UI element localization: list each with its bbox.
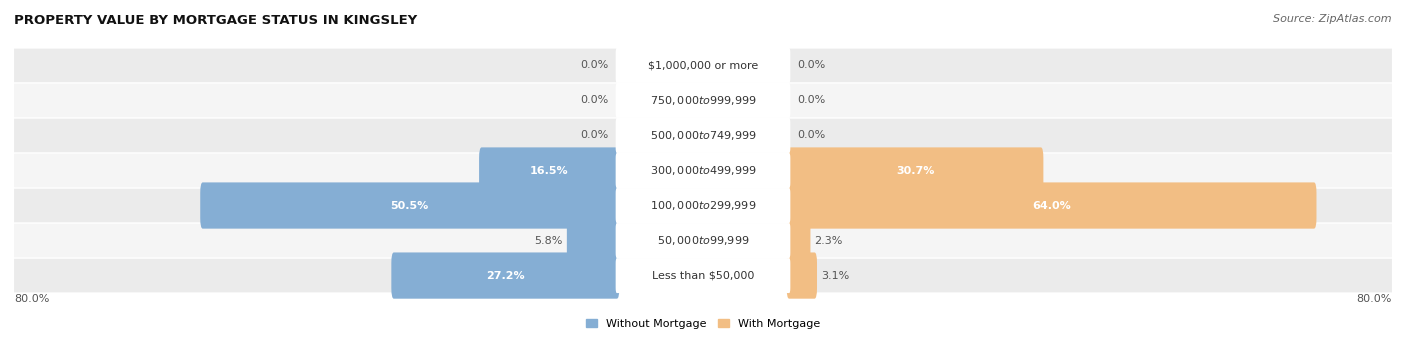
Text: 0.0%: 0.0% bbox=[797, 60, 825, 71]
FancyBboxPatch shape bbox=[616, 188, 790, 223]
Text: PROPERTY VALUE BY MORTGAGE STATUS IN KINGSLEY: PROPERTY VALUE BY MORTGAGE STATUS IN KIN… bbox=[14, 14, 418, 27]
FancyBboxPatch shape bbox=[14, 154, 1392, 187]
Text: 5.8%: 5.8% bbox=[534, 236, 562, 246]
Legend: Without Mortgage, With Mortgage: Without Mortgage, With Mortgage bbox=[582, 314, 824, 333]
Text: 0.0%: 0.0% bbox=[581, 60, 609, 71]
FancyBboxPatch shape bbox=[616, 258, 790, 293]
FancyBboxPatch shape bbox=[787, 252, 817, 299]
FancyBboxPatch shape bbox=[616, 83, 790, 118]
Text: $750,000 to $999,999: $750,000 to $999,999 bbox=[650, 94, 756, 107]
FancyBboxPatch shape bbox=[787, 147, 1043, 194]
Text: 80.0%: 80.0% bbox=[1357, 294, 1392, 305]
Text: 3.1%: 3.1% bbox=[821, 270, 849, 281]
FancyBboxPatch shape bbox=[787, 218, 810, 264]
FancyBboxPatch shape bbox=[616, 153, 790, 188]
Text: 30.7%: 30.7% bbox=[896, 165, 934, 176]
FancyBboxPatch shape bbox=[391, 252, 619, 299]
Text: 80.0%: 80.0% bbox=[14, 294, 49, 305]
Text: 27.2%: 27.2% bbox=[486, 270, 524, 281]
Text: 2.3%: 2.3% bbox=[814, 236, 844, 246]
FancyBboxPatch shape bbox=[479, 147, 619, 194]
Text: 64.0%: 64.0% bbox=[1032, 201, 1071, 210]
FancyBboxPatch shape bbox=[14, 49, 1392, 82]
FancyBboxPatch shape bbox=[14, 84, 1392, 117]
FancyBboxPatch shape bbox=[14, 119, 1392, 152]
Text: $1,000,000 or more: $1,000,000 or more bbox=[648, 60, 758, 71]
Text: $500,000 to $749,999: $500,000 to $749,999 bbox=[650, 129, 756, 142]
FancyBboxPatch shape bbox=[616, 223, 790, 258]
FancyBboxPatch shape bbox=[567, 218, 619, 264]
Text: $300,000 to $499,999: $300,000 to $499,999 bbox=[650, 164, 756, 177]
Text: Less than $50,000: Less than $50,000 bbox=[652, 270, 754, 281]
Text: Source: ZipAtlas.com: Source: ZipAtlas.com bbox=[1274, 14, 1392, 24]
Text: 0.0%: 0.0% bbox=[797, 131, 825, 140]
Text: 0.0%: 0.0% bbox=[797, 95, 825, 105]
Text: 50.5%: 50.5% bbox=[391, 201, 429, 210]
FancyBboxPatch shape bbox=[14, 224, 1392, 257]
Text: $100,000 to $299,999: $100,000 to $299,999 bbox=[650, 199, 756, 212]
Text: 0.0%: 0.0% bbox=[581, 95, 609, 105]
FancyBboxPatch shape bbox=[200, 182, 620, 228]
FancyBboxPatch shape bbox=[14, 189, 1392, 222]
Text: $50,000 to $99,999: $50,000 to $99,999 bbox=[657, 234, 749, 247]
FancyBboxPatch shape bbox=[616, 48, 790, 83]
Text: 0.0%: 0.0% bbox=[581, 131, 609, 140]
FancyBboxPatch shape bbox=[616, 118, 790, 153]
FancyBboxPatch shape bbox=[787, 182, 1316, 228]
FancyBboxPatch shape bbox=[14, 259, 1392, 292]
Text: 16.5%: 16.5% bbox=[530, 165, 568, 176]
